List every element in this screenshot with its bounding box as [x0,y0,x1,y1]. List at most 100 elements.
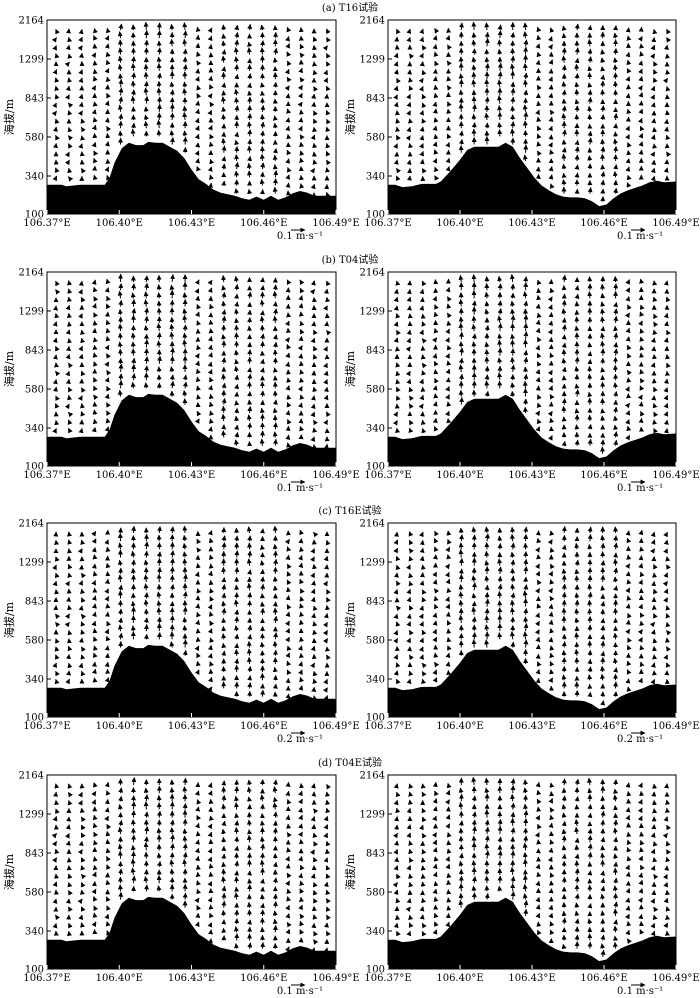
y-tick-label: 340 [366,927,385,938]
wind-vector [67,102,74,109]
wind-vector [221,607,227,615]
wind-vector [471,341,477,348]
wind-vector [234,284,240,291]
wind-vector [561,853,567,860]
wind-vector [51,110,57,117]
wind-vector [612,64,618,71]
wind-vector [627,637,632,643]
wind-vector [246,901,252,908]
wind-vector [509,533,515,542]
wind-vector [471,616,477,624]
wind-vector [194,847,200,854]
wind-vector [497,300,503,307]
wind-vector [447,645,452,651]
wind-vector [170,273,175,283]
wind-vector [91,530,97,537]
wind-vector [117,64,123,71]
wind-vector [117,55,123,63]
wind-vector [194,279,200,285]
wind-vector [234,308,239,315]
wind-vector [627,353,632,359]
wind-vector [55,370,61,377]
wind-vector [625,814,631,821]
wind-vector [626,579,632,585]
wind-vector [297,345,303,351]
wind-vector [613,935,619,942]
wind-vector [208,352,213,358]
wind-vector [612,657,618,664]
wind-vector [613,919,618,925]
wind-vector [547,539,553,545]
wind-vector [208,537,214,544]
wind-vector [260,941,266,949]
wind-vector [272,315,278,323]
wind-vector [273,169,279,178]
wind-vector [536,402,542,408]
wind-vector [207,653,213,659]
wind-vector [574,632,580,640]
wind-vector [432,677,438,683]
y-axis-label: 海拔/m [343,601,357,638]
wind-vector [325,109,331,116]
wind-vector [298,645,303,651]
wind-vector [273,796,278,803]
wind-vector [196,888,202,895]
wind-vector [286,26,292,33]
wind-vector [639,839,645,846]
wind-vector [272,640,278,648]
wind-vector [92,896,98,902]
wind-vector [234,609,240,615]
wind-vector [246,779,252,786]
wind-vector [106,385,111,392]
wind-vector [246,819,252,826]
wind-vector [535,588,540,594]
wind-vector [459,347,465,356]
wind-vector [52,881,58,887]
wind-vector [299,425,305,432]
wind-vector [91,921,97,928]
wind-vector [471,333,477,340]
wind-vector [182,558,188,566]
wind-vector [587,365,593,373]
wind-vector [561,129,567,137]
wind-vector [298,823,303,829]
wind-vector [247,188,253,195]
wind-vector [523,558,529,566]
wind-vector [536,871,542,878]
wind-vector [323,638,328,644]
wind-vector [156,119,162,129]
wind-vector [561,917,567,925]
x-tick-label: 106.49°E [652,721,699,732]
wind-vector [484,892,490,900]
wind-vector [587,787,593,794]
wind-vector [625,913,630,920]
wind-vector [405,906,411,913]
wind-vector [446,296,452,302]
wind-vector [497,583,503,591]
wind-vector [639,644,645,651]
wind-vector [445,328,450,335]
wind-vector [434,790,439,797]
wind-vector [497,357,503,364]
wind-vector [484,575,490,583]
wind-vector [396,134,401,141]
wind-vector [105,319,111,326]
wind-vector [613,805,619,811]
wind-vector [233,56,239,63]
wind-vector [143,801,149,810]
wind-vector [421,338,427,344]
reference-vector-label: 0.2 m·s⁻¹ [617,734,663,745]
wind-vector [625,386,630,392]
wind-vector [625,628,631,635]
wind-vector [445,596,450,603]
wind-vector [323,824,329,830]
wind-vector [612,32,618,39]
wind-vector [106,303,111,310]
wind-vector [234,845,240,852]
wind-vector [536,84,542,91]
wind-vector [247,82,252,89]
wind-vector [509,866,515,876]
wind-vector [600,634,606,640]
wind-vector [649,621,656,628]
